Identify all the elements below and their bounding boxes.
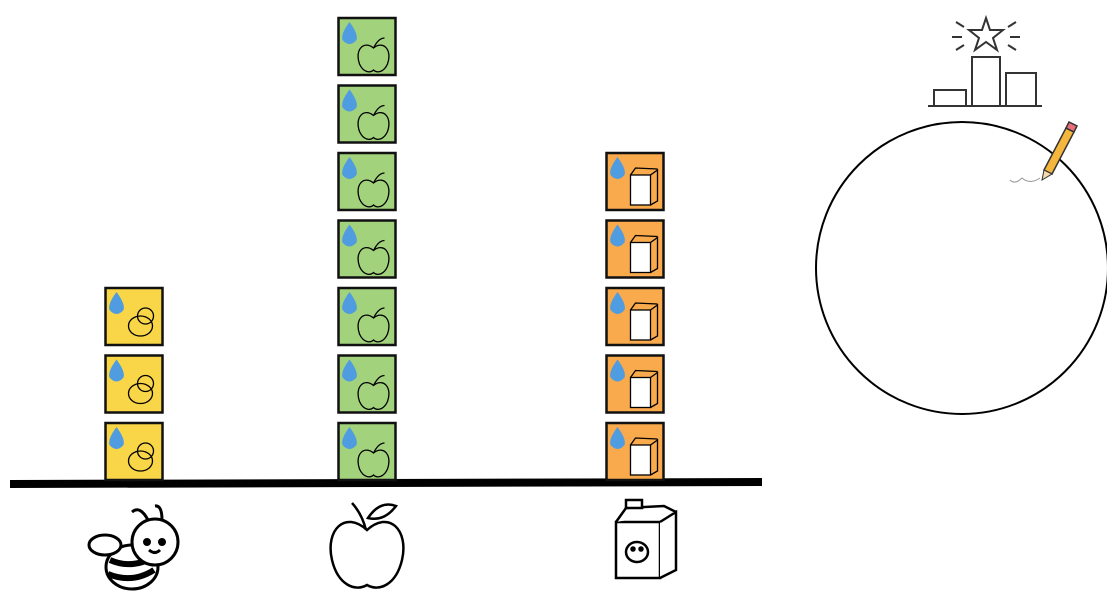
water-drop — [610, 157, 625, 179]
tile-milk — [629, 309, 652, 341]
tile-milk-side — [629, 234, 659, 274]
milk-icon — [614, 498, 678, 580]
water-drop — [109, 359, 124, 382]
water-drop — [610, 427, 625, 449]
apple-icon — [329, 502, 405, 589]
tile-stack — [104, 286, 164, 482]
water-drop — [342, 359, 357, 382]
tile-milk — [629, 444, 652, 476]
tile-milk — [629, 174, 652, 206]
water-drop — [342, 224, 357, 247]
tile-apple — [357, 442, 390, 478]
tile-apple — [357, 374, 390, 410]
pencil-icon[interactable] — [1009, 120, 1079, 183]
podium-icon — [928, 14, 1042, 107]
water-drop — [342, 89, 357, 112]
water-drop — [342, 292, 357, 314]
tile — [337, 421, 397, 482]
tile-apple — [357, 104, 390, 140]
baseline — [9, 478, 763, 488]
tile-apple — [357, 307, 390, 343]
water-drop — [342, 157, 357, 179]
tile-stack — [337, 16, 397, 482]
tile-milk-side — [629, 167, 659, 206]
tile-bee-head — [136, 374, 155, 393]
water-drop — [109, 292, 124, 314]
tile-bee — [127, 382, 154, 405]
tile-bee-head — [136, 442, 155, 460]
tile-bee — [127, 315, 154, 337]
tile-apple — [357, 239, 390, 275]
tile-milk — [629, 241, 652, 274]
tile-milk — [629, 376, 652, 409]
stacks — [104, 16, 665, 482]
tile-bee — [127, 450, 154, 472]
tile-bee-head — [136, 307, 155, 325]
tile-apple — [357, 172, 390, 208]
answer-circle[interactable] — [815, 121, 1107, 415]
tile — [337, 16, 397, 77]
water-drop — [610, 292, 625, 314]
tile-milk-side — [629, 302, 659, 341]
tile-apple — [357, 37, 390, 73]
water-drop — [610, 224, 625, 247]
tile-stack — [605, 151, 665, 482]
tile-milk-side — [629, 437, 659, 476]
water-drop — [109, 427, 124, 449]
water-drop — [342, 22, 357, 44]
bee-icon — [87, 504, 180, 591]
tile-milk-side — [629, 369, 659, 409]
water-drop — [342, 427, 357, 449]
water-drop — [610, 359, 625, 382]
